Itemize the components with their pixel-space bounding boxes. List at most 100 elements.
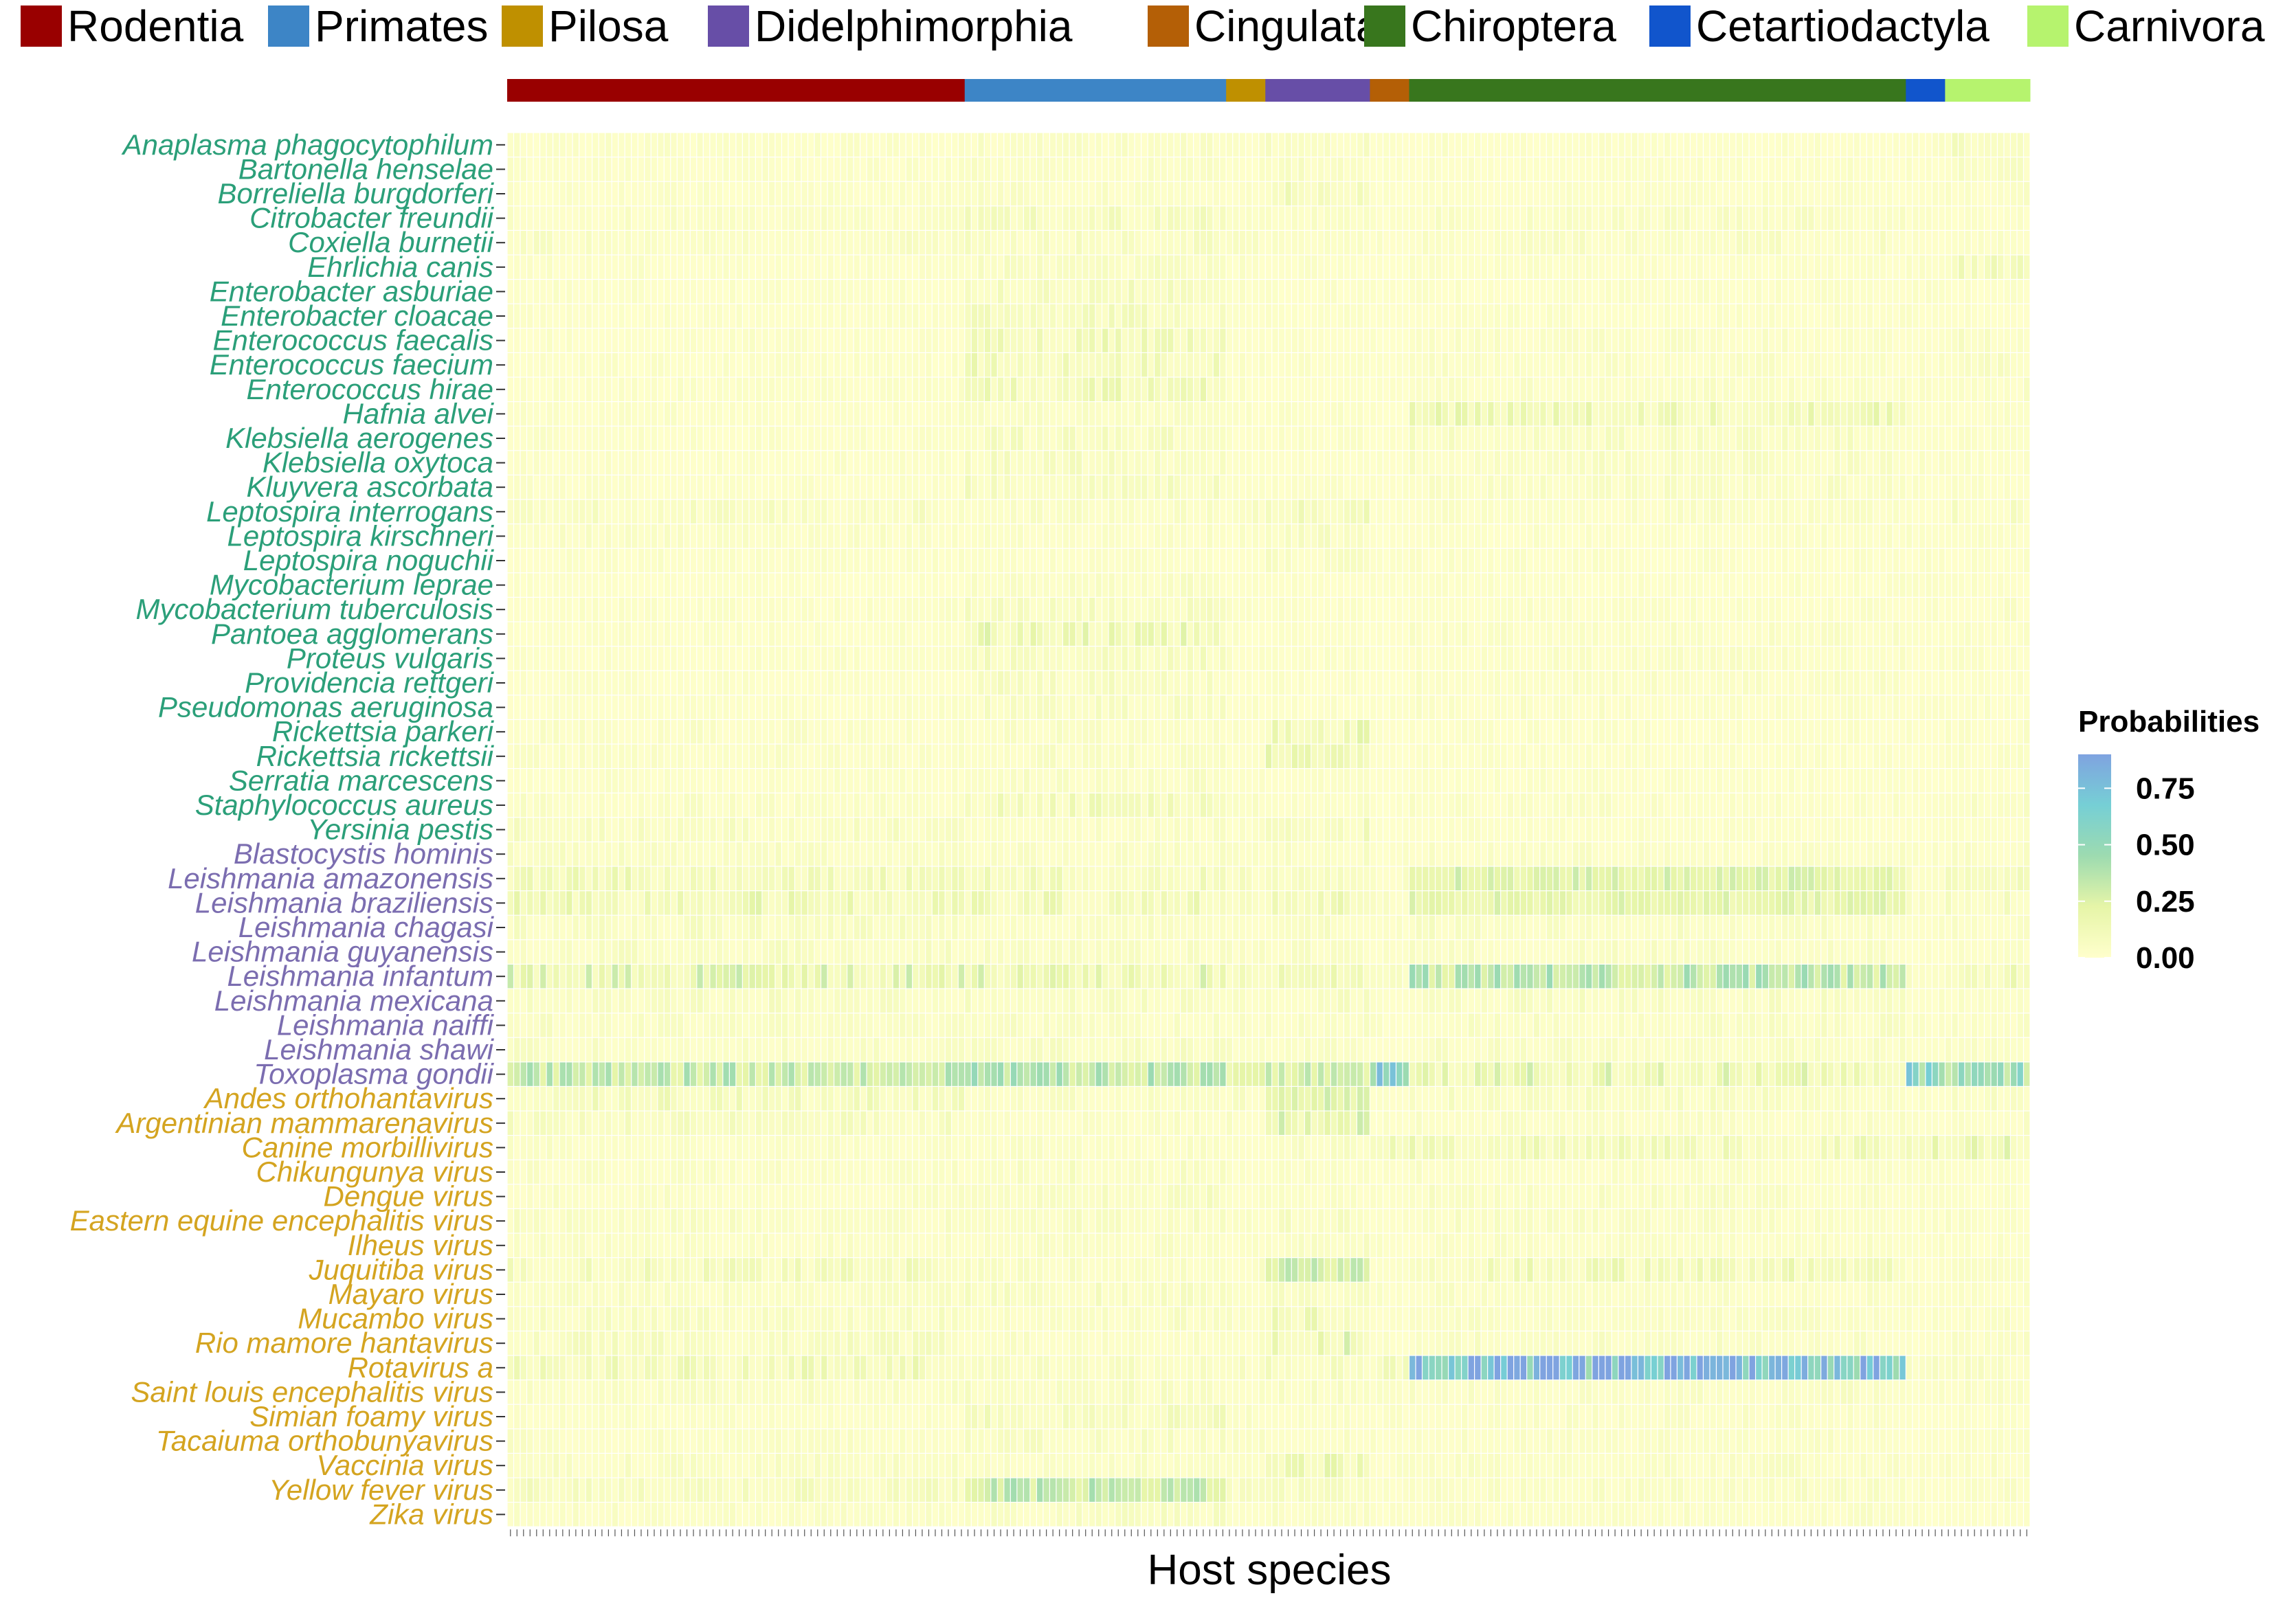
heat-cell bbox=[1932, 427, 1938, 450]
heat-cell bbox=[1076, 549, 1082, 572]
heat-cell bbox=[1795, 206, 1801, 229]
heat-cell bbox=[776, 475, 781, 499]
heat-cell bbox=[1886, 573, 1892, 596]
heat-cell bbox=[873, 451, 879, 474]
heat-cell bbox=[1482, 182, 1487, 205]
heat-cell bbox=[1899, 328, 1905, 352]
heat-cell bbox=[1769, 256, 1774, 279]
heat-cell bbox=[1756, 231, 1761, 254]
heat-cell bbox=[1860, 573, 1866, 596]
heat-cell bbox=[632, 182, 637, 205]
heat-cell bbox=[1475, 328, 1480, 352]
heat-cell bbox=[1795, 402, 1801, 425]
heat-cell bbox=[1377, 402, 1383, 425]
heat-cell bbox=[1873, 206, 1879, 229]
heat-cell bbox=[1482, 622, 1487, 646]
heat-cell bbox=[1684, 378, 1690, 401]
heat-cell bbox=[1579, 549, 1585, 572]
heat-cell bbox=[1063, 598, 1069, 621]
heat-cell bbox=[1638, 475, 1644, 499]
heat-cell bbox=[1017, 622, 1023, 646]
heat-cell bbox=[815, 157, 821, 181]
heat-cell bbox=[1292, 231, 1297, 254]
heat-cell bbox=[887, 500, 892, 524]
heat-cell bbox=[599, 280, 605, 303]
heat-cell bbox=[1599, 402, 1605, 425]
heat-cell bbox=[1011, 378, 1016, 401]
heat-cell bbox=[1266, 622, 1271, 646]
heat-cell bbox=[1377, 353, 1383, 376]
heat-cell bbox=[1782, 133, 1787, 157]
heat-cell bbox=[919, 549, 925, 572]
heat-cell bbox=[1456, 573, 1461, 596]
heat-cell bbox=[1873, 378, 1879, 401]
heat-cell bbox=[1070, 598, 1075, 621]
heat-cell bbox=[1841, 378, 1847, 401]
heat-cell bbox=[2005, 549, 2010, 572]
heat-cell bbox=[965, 524, 970, 548]
heat-cell bbox=[933, 500, 938, 524]
heat-cell bbox=[573, 133, 579, 157]
heat-cell bbox=[1717, 182, 1722, 205]
heat-cell bbox=[782, 353, 788, 376]
heat-cell bbox=[1926, 598, 1931, 621]
heat-cell bbox=[795, 231, 801, 254]
heat-cell bbox=[1279, 622, 1284, 646]
heat-cell bbox=[893, 378, 899, 401]
heat-cell bbox=[1828, 157, 1834, 181]
heat-cell bbox=[1089, 304, 1095, 328]
heat-cell bbox=[1501, 500, 1506, 524]
heat-cell bbox=[1063, 622, 1069, 646]
heat-cell bbox=[527, 133, 533, 157]
heat-cell bbox=[867, 500, 873, 524]
heat-cell bbox=[671, 402, 676, 425]
heat-cell bbox=[1828, 573, 1834, 596]
heat-cell bbox=[1043, 622, 1049, 646]
heat-cell bbox=[1115, 622, 1121, 646]
heat-cell bbox=[860, 451, 866, 474]
heat-cell bbox=[808, 206, 814, 229]
heat-cell bbox=[1083, 622, 1089, 646]
heat-cell bbox=[1893, 206, 1899, 229]
heat-cell bbox=[736, 133, 742, 157]
heat-cell bbox=[1148, 133, 1154, 157]
heat-cell bbox=[854, 451, 860, 474]
heat-cell bbox=[828, 622, 834, 646]
heat-cell bbox=[1324, 427, 1330, 450]
heat-cell bbox=[1449, 256, 1454, 279]
heat-cell bbox=[723, 206, 728, 229]
heat-cell bbox=[1148, 206, 1154, 229]
heat-cell bbox=[952, 378, 957, 401]
heat-cell bbox=[906, 378, 912, 401]
heat-cell bbox=[1684, 549, 1690, 572]
heat-cell bbox=[1880, 427, 1886, 450]
heat-cell bbox=[2018, 402, 2023, 425]
heat-cell bbox=[873, 256, 879, 279]
heat-cell bbox=[717, 328, 722, 352]
heat-cell bbox=[1181, 280, 1186, 303]
heat-cell bbox=[1128, 182, 1134, 205]
heat-cell bbox=[1671, 133, 1677, 157]
heat-cell bbox=[1985, 133, 1990, 157]
order-legend: Rodentia Primates Pilosa Didelphimorphia Cin… bbox=[21, 1, 2265, 51]
heat-cell bbox=[1201, 231, 1206, 254]
heat-cell bbox=[1534, 598, 1539, 621]
heat-cell bbox=[1638, 622, 1644, 646]
heat-cell bbox=[1508, 328, 1513, 352]
heat-cell bbox=[1592, 427, 1598, 450]
heat-cell bbox=[1599, 378, 1605, 401]
heat-cell bbox=[1664, 451, 1670, 474]
heat-cell bbox=[1926, 182, 1931, 205]
heat-cell bbox=[1181, 353, 1186, 376]
heat-cell bbox=[592, 622, 598, 646]
heat-cell bbox=[1671, 157, 1677, 181]
heat-cell bbox=[1050, 573, 1056, 596]
heat-cell bbox=[521, 231, 526, 254]
heat-cell bbox=[834, 206, 840, 229]
heat-cell bbox=[566, 646, 572, 670]
heat-cell bbox=[1429, 549, 1435, 572]
heat-cell bbox=[1122, 328, 1128, 352]
heat-cell bbox=[1495, 328, 1500, 352]
heat-cell bbox=[1547, 378, 1552, 401]
heat-cell bbox=[645, 256, 650, 279]
